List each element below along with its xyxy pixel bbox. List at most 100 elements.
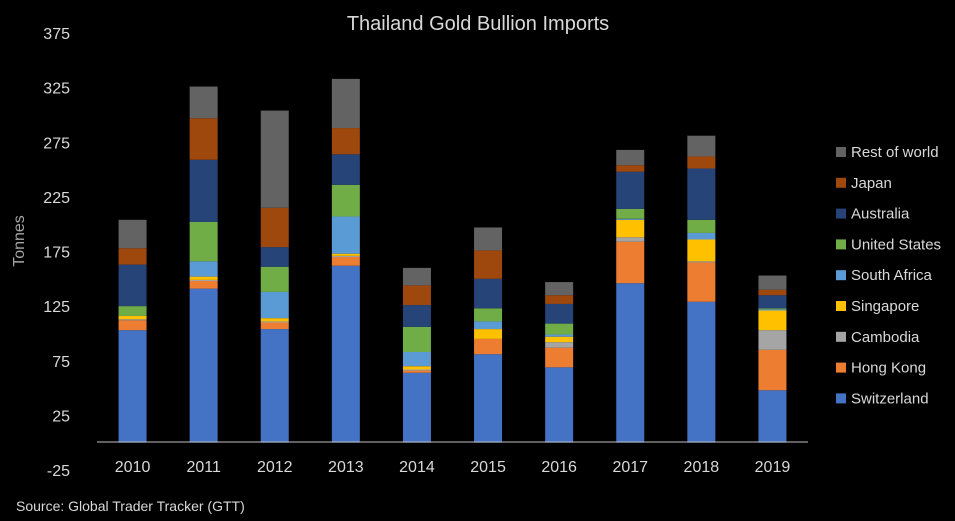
bar-segment [260, 266, 289, 292]
bar-segment [545, 295, 574, 304]
legend-swatch [836, 393, 846, 404]
bar-segment [260, 322, 289, 330]
bar-segment [331, 128, 360, 155]
bar-segment [616, 219, 645, 238]
legend-swatch [836, 147, 846, 157]
y-tick-label: 375 [43, 26, 70, 43]
x-tick-label: 2016 [541, 459, 577, 476]
legend-swatch [836, 208, 846, 219]
y-tick-label: 225 [43, 190, 70, 207]
source-note: Source: Global Trader Tracker (GTT) [16, 498, 245, 514]
bar-segment [118, 315, 147, 320]
bar-segment [545, 342, 574, 348]
bar-segment [616, 165, 645, 172]
bar-segment [758, 275, 787, 290]
bars [118, 78, 787, 443]
legend-label: Rest of world [851, 144, 939, 161]
legend-swatch [836, 301, 846, 311]
bar-segment [687, 135, 716, 157]
bar-segment [545, 336, 574, 343]
bar-segment [474, 278, 503, 309]
legend-swatch [836, 177, 846, 188]
x-tick-label: 2010 [115, 459, 151, 476]
bar-segment [616, 149, 645, 166]
bar-segment [474, 338, 503, 355]
bar-segment [189, 280, 218, 289]
bar-segment [616, 237, 645, 242]
bar-segment [474, 227, 503, 251]
bar-segment [331, 184, 360, 217]
bar-segment [758, 289, 787, 296]
bar-segment [260, 291, 289, 319]
bar-segment [260, 318, 289, 322]
legend-label: Cambodia [851, 329, 920, 346]
x-tick-label: 2018 [684, 459, 720, 476]
x-tick-label: 2014 [399, 459, 435, 476]
bar-segment [189, 118, 218, 160]
bar-segment [402, 372, 431, 443]
y-tick-labels: 375 325 275 225 175 125 75 25 -25 [43, 26, 70, 480]
legend-swatch [836, 270, 846, 281]
legend-label: Switzerland [851, 390, 929, 407]
bar-segment [118, 319, 147, 321]
bar-segment [687, 232, 716, 240]
bar-segment [189, 279, 218, 281]
legend-swatch [836, 362, 846, 373]
bar-segment [687, 219, 716, 233]
bar-segment [260, 247, 289, 267]
bar-segment [758, 330, 787, 350]
chart-title: Thailand Gold Bullion Imports [347, 13, 609, 35]
legend: Rest of world Japan Australia United States… [836, 144, 941, 407]
bar-segment [474, 329, 503, 339]
bar-segment [402, 305, 431, 327]
legend-label: Hong Kong [851, 360, 926, 377]
bar-segment [545, 303, 574, 324]
bar-segment [189, 86, 218, 119]
legend-label: South Africa [851, 267, 933, 284]
bar-segment [758, 295, 787, 309]
y-tick-label: 125 [43, 299, 70, 316]
bar-segment [758, 390, 787, 443]
bar-segment [402, 370, 431, 373]
bar-segment [616, 208, 645, 219]
legend-label: United States [851, 236, 941, 253]
y-axis-label: Tonnes [11, 215, 28, 267]
bar-segment [402, 267, 431, 286]
bar-segment [118, 219, 147, 249]
x-tick-label: 2017 [612, 459, 648, 476]
bar-segment [758, 310, 787, 331]
x-tick-label: 2013 [328, 459, 364, 476]
bar-segment [331, 253, 360, 256]
y-tick-label: 175 [43, 245, 70, 262]
bar-segment [402, 366, 431, 370]
bar-segment [260, 329, 289, 443]
bar-segment [474, 354, 503, 443]
bar-segment [118, 264, 147, 307]
bar-segment [118, 306, 147, 316]
x-tick-label: 2015 [470, 459, 506, 476]
x-tick-label: 2012 [257, 459, 293, 476]
bar-segment [545, 347, 574, 368]
legend-label: Singapore [851, 298, 919, 315]
bar-segment [687, 168, 716, 220]
bar-segment [687, 239, 716, 262]
y-tick-label: 325 [43, 81, 70, 98]
x-tick-label: 2011 [186, 459, 221, 476]
bar-segment [402, 285, 431, 306]
y-tick-label: 75 [52, 354, 70, 371]
x-tick-labels: 2010 2011 2012 2013 2014 2015 2016 2017 2018 2019 [115, 459, 791, 476]
legend-label: Australia [851, 206, 910, 223]
bar-segment [331, 216, 360, 254]
y-tick-label: -25 [47, 463, 70, 480]
bar-segment [545, 323, 574, 335]
bar-segment [616, 283, 645, 443]
bar-segment [758, 308, 787, 310]
bar-segment [189, 159, 218, 223]
bar-segment [331, 255, 360, 257]
bar-segment [118, 330, 147, 443]
bar-segment [189, 222, 218, 262]
bar-segment [687, 261, 716, 263]
bar-segment [331, 154, 360, 185]
bar-segment [687, 156, 716, 169]
